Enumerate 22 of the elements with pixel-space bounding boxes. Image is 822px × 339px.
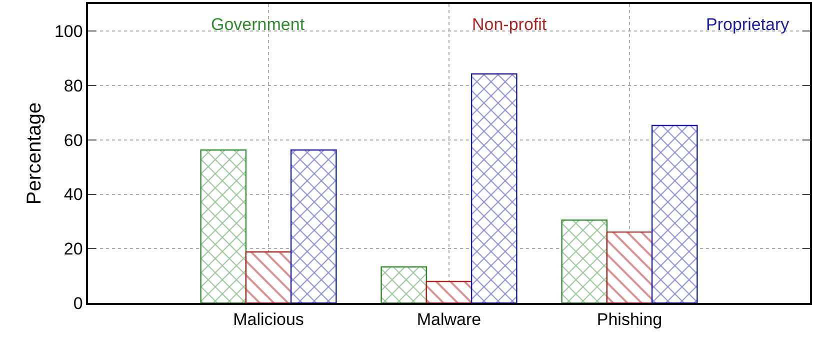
text: Non-profit [472,15,547,34]
bar [200,149,247,303]
bar [290,149,337,303]
y-tick-label: 80 [64,76,83,96]
text: Proprietary [706,15,790,34]
x-tick-label: Malware [416,310,482,330]
bar [470,73,518,303]
bar [245,251,292,303]
y-tick-label: 40 [64,185,83,204]
text: Government [211,15,305,34]
bar [561,220,608,303]
x-tick-label: Malicious [233,310,304,330]
bar [426,280,472,303]
y-tick-label: 20 [64,240,83,259]
x-tick-label: Phishing [596,310,662,330]
bar [380,266,428,303]
y-tick-label: 0 [73,294,83,313]
bar [651,124,698,303]
bar [606,231,653,303]
y-axis-title: Percentage [23,102,46,205]
y-tick-label: 100 [54,22,83,42]
y-tick-label: 60 [64,130,83,150]
